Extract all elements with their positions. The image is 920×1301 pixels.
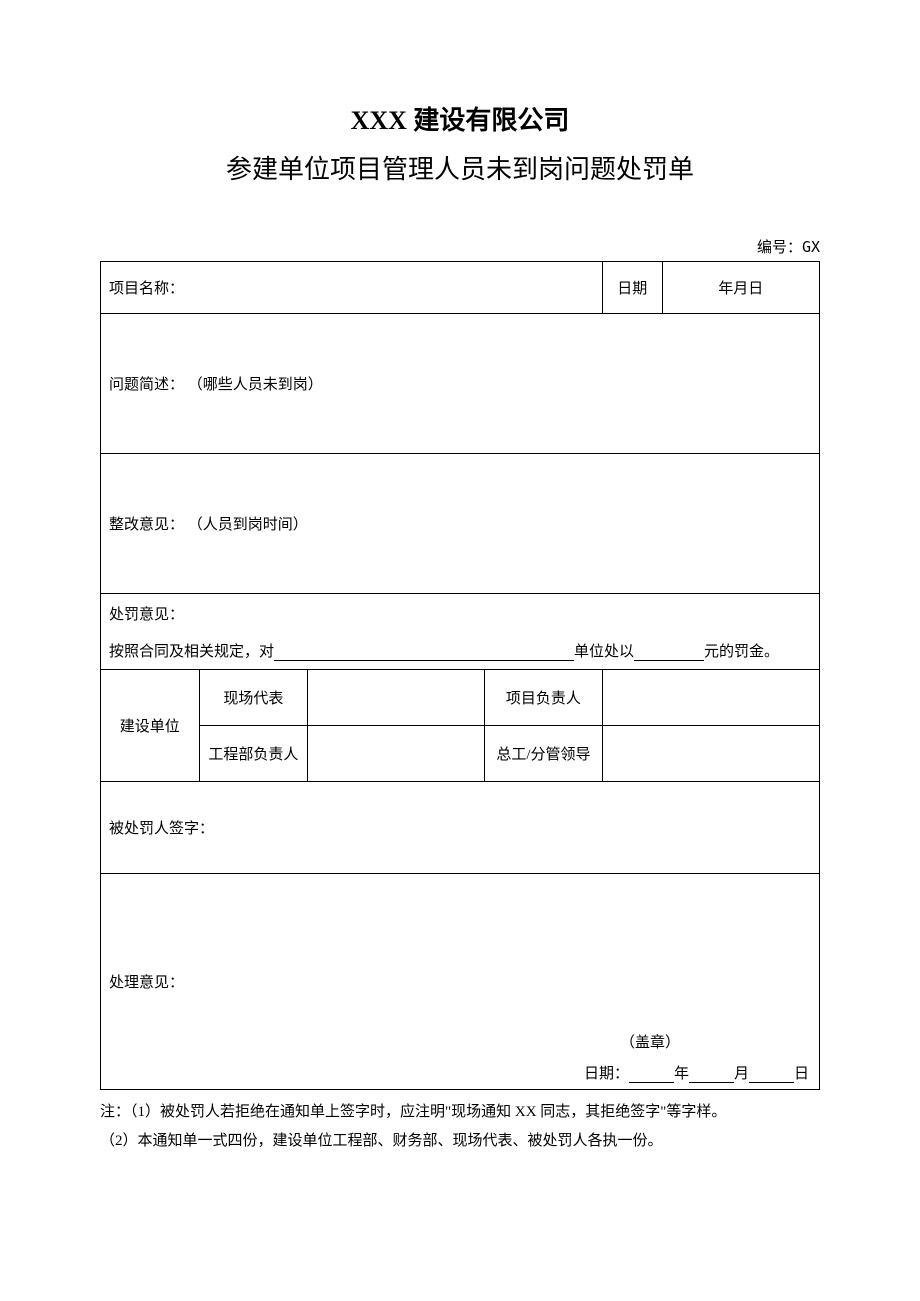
- sig-chief-value[interactable]: [603, 726, 820, 782]
- date-value-cell[interactable]: 年月日: [662, 262, 819, 314]
- date-label-cell: 日期: [603, 262, 662, 314]
- stamp-year-label: 年: [674, 1066, 689, 1082]
- row-processing-opinion: 处理意见： （盖章） 日期： 年 月 日: [101, 874, 820, 1090]
- correction-cell[interactable]: 整改意见： （人员到岗时间）: [101, 454, 820, 594]
- penalty-mid: 单位处以: [574, 644, 634, 660]
- project-name-label: 项目名称：: [109, 281, 184, 297]
- row-project: 项目名称： 日期 年月日: [101, 262, 820, 314]
- stamp-year-blank[interactable]: [629, 1082, 674, 1083]
- sig-pm-value[interactable]: [603, 670, 820, 726]
- row-penalized-signature: 被处罚人签字：: [101, 782, 820, 874]
- stamp-date-line: 日期： 年 月 日: [584, 1062, 809, 1083]
- stamp-day-blank[interactable]: [749, 1082, 794, 1083]
- title-block: XXX 建设有限公司 参建单位项目管理人员未到岗问题处罚单: [100, 100, 820, 186]
- correction-hint: （人员到岗时间）: [188, 517, 308, 533]
- processing-opinion-cell[interactable]: 处理意见： （盖章） 日期： 年 月 日: [101, 874, 820, 1090]
- sig-pm-label: 项目负责人: [484, 670, 602, 726]
- correction-label: 整改意见：: [109, 517, 184, 533]
- processing-opinion-label: 处理意见：: [109, 975, 184, 991]
- penalty-suffix: 元的罚金。: [704, 644, 779, 660]
- row-correction: 整改意见： （人员到岗时间）: [101, 454, 820, 594]
- penalty-unit-blank[interactable]: [274, 660, 574, 661]
- unit-label-cell: 建设单位: [101, 670, 200, 782]
- sig-site-rep-value[interactable]: [308, 670, 485, 726]
- penalty-form-table: 项目名称： 日期 年月日 问题简述： （哪些人员未到岗） 整改意见： （人员到岗…: [100, 261, 820, 1090]
- penalty-prefix: 按照合同及相关规定，对: [109, 644, 274, 660]
- row-penalty: 处罚意见： 按照合同及相关规定，对 单位处以 元的罚金。: [101, 594, 820, 670]
- issue-label: 问题简述：: [109, 377, 184, 393]
- project-name-cell[interactable]: 项目名称：: [101, 262, 603, 314]
- penalty-label: 处罚意见：: [109, 603, 811, 624]
- penalty-cell[interactable]: 处罚意见： 按照合同及相关规定，对 单位处以 元的罚金。: [101, 594, 820, 670]
- stamp-date-prefix: 日期：: [584, 1066, 629, 1082]
- row-signatures-2: 工程部负责人 总工/分管领导: [101, 726, 820, 782]
- stamp-month-blank[interactable]: [689, 1082, 734, 1083]
- issue-hint: （哪些人员未到岗）: [188, 377, 323, 393]
- stamp-month-label: 月: [734, 1066, 749, 1082]
- footnote-2: （2）本通知单一式四份，建设单位工程部、财务部、现场代表、被处罚人各执一份。: [100, 1127, 820, 1156]
- sig-eng-label: 工程部负责人: [199, 726, 307, 782]
- row-issue: 问题简述： （哪些人员未到岗）: [101, 314, 820, 454]
- sig-site-rep-label: 现场代表: [199, 670, 307, 726]
- stamp-block: （盖章） 日期： 年 月 日: [584, 1031, 809, 1083]
- footnotes: 注：（1）被处罚人若拒绝在通知单上签字时，应注明"现场通知 XX 同志，其拒绝签…: [100, 1098, 820, 1155]
- company-title: XXX 建设有限公司: [100, 100, 820, 137]
- stamp-label: （盖章）: [584, 1031, 809, 1052]
- row-signatures-1: 建设单位 现场代表 项目负责人: [101, 670, 820, 726]
- sig-eng-value[interactable]: [308, 726, 485, 782]
- sig-chief-label: 总工/分管领导: [484, 726, 602, 782]
- form-title: 参建单位项目管理人员未到岗问题处罚单: [100, 149, 820, 186]
- issue-cell[interactable]: 问题简述： （哪些人员未到岗）: [101, 314, 820, 454]
- penalty-amount-blank[interactable]: [634, 660, 704, 661]
- stamp-day-label: 日: [794, 1066, 809, 1082]
- footnote-1: 注：（1）被处罚人若拒绝在通知单上签字时，应注明"现场通知 XX 同志，其拒绝签…: [100, 1098, 820, 1127]
- penalty-line: 按照合同及相关规定，对 单位处以 元的罚金。: [109, 640, 811, 661]
- penalized-signature-label: 被处罚人签字：: [109, 821, 214, 837]
- penalized-signature-cell[interactable]: 被处罚人签字：: [101, 782, 820, 874]
- document-id: 编号：GX: [100, 236, 820, 257]
